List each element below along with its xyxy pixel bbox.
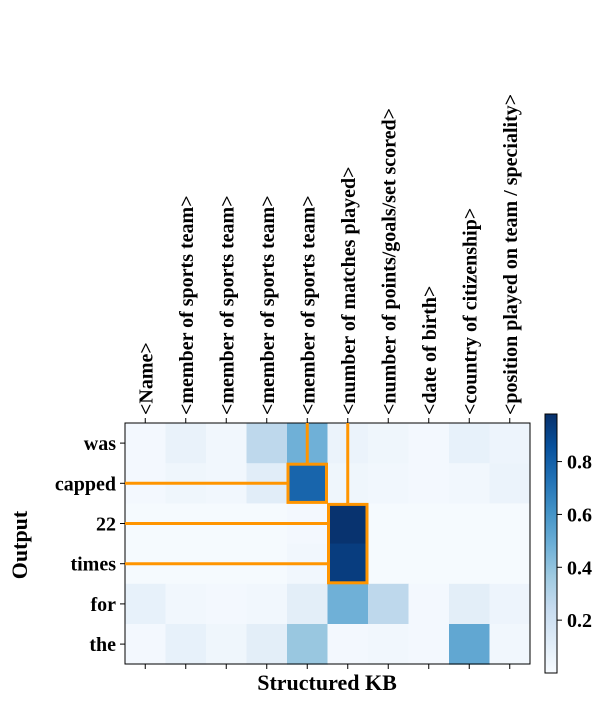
x-axis-tick-labels: <Name> <member of sports team> <member of …: [135, 94, 522, 415]
heatmap-cell: [449, 583, 490, 625]
highlight-box: [327, 502, 369, 585]
heatmap-cell: [246, 624, 288, 665]
heatmap-cell: [368, 624, 409, 665]
heatmap-cell: [206, 624, 247, 665]
heatmap-cell: [489, 543, 531, 585]
heatmap-cell: [165, 624, 207, 665]
heatmap-cell: [408, 463, 450, 504]
heatmap-cell: [449, 624, 490, 665]
heatmap-cell: [489, 624, 531, 665]
y-axis-tick-labels: was capped 22 times for the: [55, 433, 125, 656]
heatmap-cell: [165, 583, 207, 625]
heatmap-cell: [489, 423, 531, 464]
heatmap-cell: [408, 503, 450, 545]
heatmap-cell: [408, 423, 450, 464]
heatmap-cell: [125, 423, 166, 464]
heatmap-cell: [206, 423, 247, 464]
heatmap-cell: [287, 624, 328, 665]
heatmap-cell: [327, 543, 369, 585]
y-tick-label: was: [84, 433, 116, 455]
y-tick-label: capped: [55, 473, 116, 495]
x-tick-label: <Name>: [135, 342, 157, 415]
y-axis-title: Output: [7, 510, 32, 579]
x-tick-label: <country of citizenship>: [459, 208, 481, 415]
heatmap-cell: [125, 624, 166, 665]
heatmap-cell: [408, 543, 450, 585]
colorbar-tick-label: 0.4: [567, 557, 592, 579]
y-tick-label: 22: [96, 514, 116, 536]
x-tick-label: <number of points/goals/set scored>: [378, 108, 400, 415]
y-tick-label: for: [90, 594, 116, 616]
x-tick-label: <position played on team / speciality>: [500, 94, 522, 415]
y-tick-label: the: [89, 634, 116, 656]
heatmap-cell: [489, 463, 531, 504]
heatmap-cell: [449, 503, 490, 545]
heatmap-cell: [408, 583, 450, 625]
heatmap-cell: [368, 583, 409, 625]
heatmap-cell: [489, 503, 531, 545]
heatmap-cell: [368, 543, 409, 585]
heatmap-cell: [327, 503, 369, 545]
heatmap-cell: [287, 583, 328, 625]
heatmap-cell: [368, 423, 409, 464]
x-tick-label: <member of sports team>: [176, 195, 198, 415]
x-tick-label: <date of birth>: [419, 286, 441, 415]
heatmap-cell: [449, 463, 490, 504]
colorbar-tick-label: 0.8: [567, 452, 592, 474]
y-tick-label: times: [70, 554, 116, 576]
x-axis-title: Structured KB: [257, 670, 397, 695]
heatmap-cell: [449, 543, 490, 585]
x-axis-ticks: [144, 418, 511, 669]
x-tick-label: <number of matches played>: [338, 166, 360, 415]
x-tick-label: <member of sports team>: [257, 195, 279, 415]
heatmap-cell: [449, 423, 490, 464]
heatmap-cell: [125, 583, 166, 625]
alignment-highlights: [125, 423, 369, 585]
heatmap-cell: [246, 423, 288, 464]
colorbar-ticks: 0.2 0.4 0.6 0.8: [557, 452, 592, 632]
x-tick-label: <member of sports team>: [216, 195, 238, 415]
heatmap-cell: [368, 503, 409, 545]
heatmap-cell: [287, 463, 328, 504]
highlight-box: [286, 462, 328, 504]
colorbar-tick-label: 0.6: [567, 504, 592, 526]
colorbar-tick-label: 0.2: [567, 610, 592, 632]
heatmap-cell: [165, 423, 207, 464]
plot-frame: [124, 422, 531, 665]
heatmap-cell: [489, 583, 531, 625]
heatmap-cell: [408, 624, 450, 665]
heatmap-cell: [246, 583, 288, 625]
heatmap-cell: [327, 624, 369, 665]
colorbar: [544, 413, 558, 674]
heatmap-cell: [206, 583, 247, 625]
heatmap-cell: [368, 463, 409, 504]
x-tick-label: <member of sports team>: [297, 195, 319, 415]
heatmap-cell: [327, 583, 369, 625]
